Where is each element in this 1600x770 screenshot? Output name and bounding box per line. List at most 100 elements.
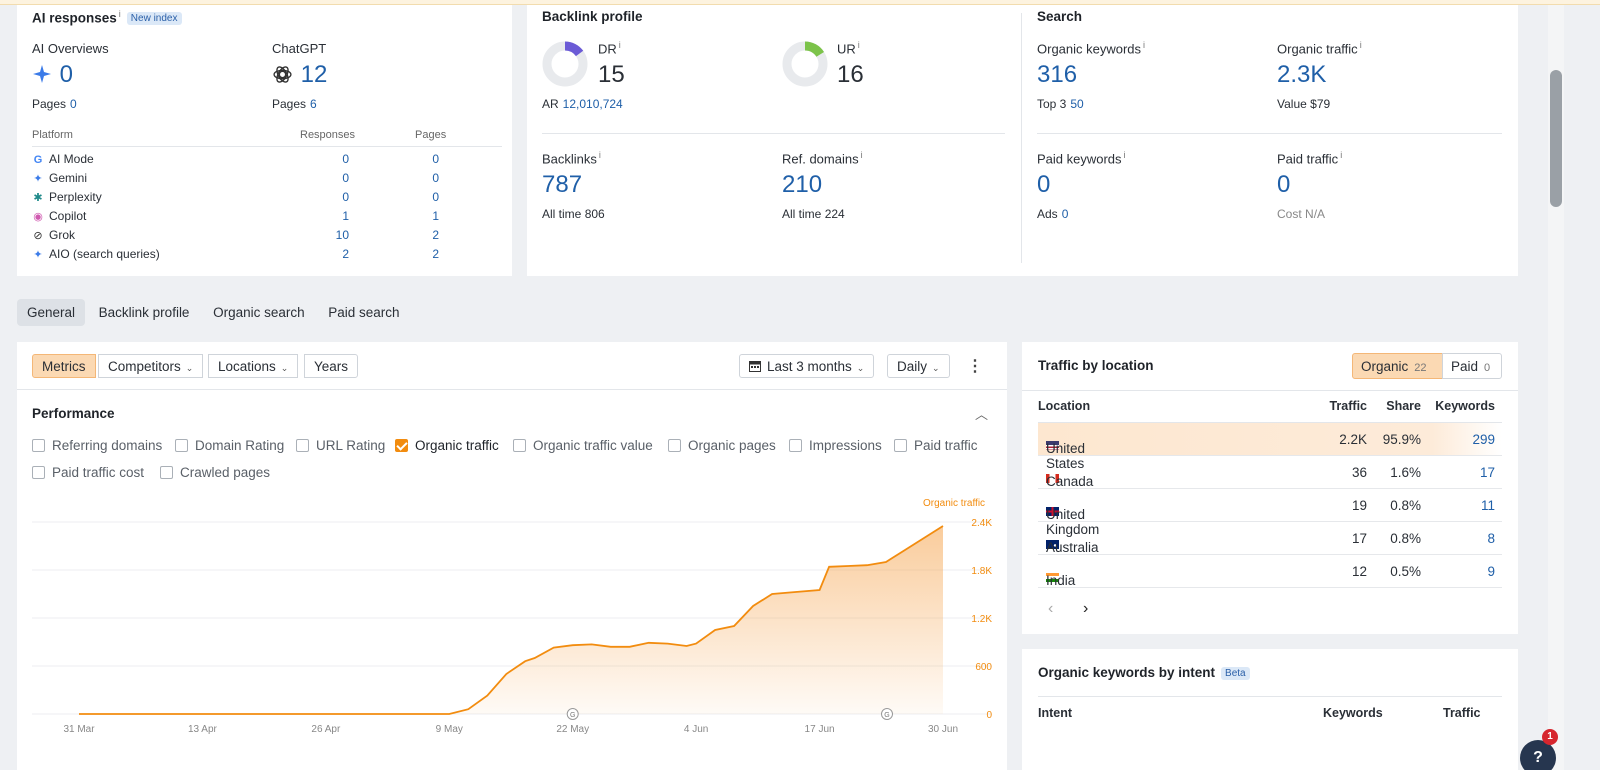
info-icon[interactable]: i <box>1123 150 1126 160</box>
checkbox-referring-domains[interactable]: Referring domains <box>32 438 162 453</box>
info-icon[interactable]: i <box>118 9 121 19</box>
report-tabs: General Backlink profile Organic search … <box>17 299 410 327</box>
tab-general[interactable]: General <box>17 299 86 326</box>
platform-responses[interactable]: 0 <box>342 152 349 166</box>
chatgpt-value[interactable]: 12 <box>300 61 328 88</box>
location-keywords[interactable]: 17 <box>1479 465 1495 480</box>
platform-pages[interactable]: 0 <box>432 190 439 204</box>
platform-responses[interactable]: 0 <box>342 190 349 204</box>
google-update-marker-label: G <box>570 712 575 719</box>
copilot-icon: ◉ <box>33 211 43 223</box>
checkbox-crawled-pages[interactable]: Crawled pages <box>160 465 270 480</box>
location-row[interactable]: Australia 17 0.8% 8 <box>1038 522 1502 555</box>
location-row[interactable]: Canada 36 1.6% 17 <box>1038 456 1502 489</box>
y-tick-label: 0 <box>986 710 992 721</box>
competitors-dropdown[interactable]: Competitors ⌄ <box>98 354 204 378</box>
sparkle-icon: ✦ <box>33 249 43 261</box>
chatgpt-pages-value[interactable]: 6 <box>310 97 317 111</box>
ca-flag <box>1046 474 1059 483</box>
ur-value: 16 <box>837 61 864 88</box>
collapse-chevron-icon[interactable]: ︿ <box>975 407 989 422</box>
platform-responses[interactable]: 10 <box>335 228 349 242</box>
paid-toggle[interactable]: Paid 0 <box>1442 353 1502 379</box>
calendar-icon <box>749 361 761 372</box>
platform-pages[interactable]: 0 <box>432 171 439 185</box>
checkbox-box <box>160 466 173 479</box>
google-icon: G <box>33 154 43 166</box>
location-keywords[interactable]: 11 <box>1480 498 1495 513</box>
checkbox-organic-pages[interactable]: Organic pages <box>668 438 776 453</box>
checkbox-organic-traffic[interactable]: Organic traffic <box>395 438 499 453</box>
platform-responses[interactable]: 0 <box>342 171 349 185</box>
ref-domains-value[interactable]: 210 <box>782 171 823 198</box>
platform-pages[interactable]: 1 <box>432 209 439 223</box>
location-share: 95.9% <box>1382 432 1421 447</box>
top3-value[interactable]: 50 <box>1070 97 1084 111</box>
organic-toggle[interactable]: Organic 22 <box>1352 353 1443 379</box>
tab-organic-search[interactable]: Organic search <box>213 305 305 320</box>
location-keywords[interactable]: 299 <box>1472 432 1495 447</box>
checkbox-url-rating[interactable]: URL Rating <box>296 438 385 453</box>
scrollbar-thumb[interactable] <box>1550 70 1562 207</box>
info-icon[interactable]: i <box>1359 40 1362 50</box>
x-tick-label: 4 Jun <box>684 724 708 735</box>
ur-arc <box>782 41 828 87</box>
more-options-icon[interactable]: ⋮ <box>967 358 983 375</box>
backlinks-value[interactable]: 787 <box>542 171 583 198</box>
checkbox-domain-rating[interactable]: Domain Rating <box>175 438 284 453</box>
ar-value[interactable]: 12,010,724 <box>562 97 623 111</box>
checkbox-organic-traffic-value[interactable]: Organic traffic value <box>513 438 653 453</box>
checkbox-box <box>789 439 802 452</box>
metrics-button[interactable]: Metrics <box>32 354 96 378</box>
location-keywords[interactable]: 8 <box>1487 531 1495 546</box>
info-icon[interactable]: i <box>1340 150 1343 160</box>
paid-keywords-value[interactable]: 0 <box>1037 171 1051 198</box>
info-icon[interactable]: i <box>857 40 860 50</box>
ai-overviews-pages-value[interactable]: 0 <box>70 97 77 111</box>
info-icon[interactable]: i <box>1143 40 1146 50</box>
checkbox-impressions[interactable]: Impressions <box>789 438 882 453</box>
platform-pages[interactable]: 0 <box>432 152 439 166</box>
checkbox-paid-traffic-cost[interactable]: Paid traffic cost <box>32 465 144 480</box>
info-icon[interactable]: i <box>618 40 621 50</box>
interval-dropdown[interactable]: Daily ⌄ <box>887 354 950 378</box>
platform-name: Copilot <box>49 209 87 223</box>
organic-keywords-value[interactable]: 316 <box>1037 61 1078 88</box>
tab-backlink-profile[interactable]: Backlink profile <box>98 305 190 320</box>
intent-header: Intent <box>1038 706 1073 720</box>
organic-traffic-value[interactable]: 2.3K <box>1277 61 1327 88</box>
chatgpt-metric[interactable]: 12 <box>272 61 327 89</box>
info-icon[interactable]: i <box>860 150 863 160</box>
locations-dropdown[interactable]: Locations ⌄ <box>208 354 299 378</box>
paid-traffic-value[interactable]: 0 <box>1277 171 1291 198</box>
ai-overviews-value[interactable]: 0 <box>59 61 73 88</box>
years-button[interactable]: Years <box>304 354 359 378</box>
location-row[interactable]: India 12 0.5% 9 <box>1038 555 1502 588</box>
next-page-icon[interactable]: › <box>1083 600 1089 617</box>
ads-value[interactable]: 0 <box>1061 207 1069 221</box>
perplexity-icon: ✱ <box>33 192 43 204</box>
intent-keywords-header: Keywords <box>1323 706 1383 720</box>
ai-overviews-metric[interactable]: 0 <box>32 61 73 89</box>
platform-responses[interactable]: 2 <box>342 247 349 261</box>
platform-pages[interactable]: 2 <box>432 247 439 261</box>
organic-traffic-line <box>79 525 944 715</box>
platform-row: ⊘ Grok 10 2 <box>32 228 502 247</box>
platform-pages[interactable]: 2 <box>432 228 439 242</box>
dr-arc <box>542 41 588 87</box>
date-range-dropdown[interactable]: Last 3 months ⌄ <box>739 354 875 378</box>
prev-page-icon[interactable]: ‹ <box>1048 600 1054 617</box>
help-button[interactable]: ? <box>1520 740 1556 770</box>
location-row[interactable]: United Kingdom 19 0.8% 11 <box>1038 489 1502 537</box>
gemini-icon: ✦ <box>33 173 43 185</box>
checkbox-box <box>32 466 45 479</box>
beta-badge: Beta <box>1221 667 1250 681</box>
section-divider <box>1021 13 1022 263</box>
ai-responses-title: AI responses i New index <box>32 9 182 26</box>
checkbox-paid-traffic[interactable]: Paid traffic <box>894 438 978 453</box>
tab-paid-search[interactable]: Paid search <box>328 305 400 320</box>
info-icon[interactable]: i <box>598 150 601 160</box>
location-row[interactable]: United States 2.2K 95.9% 299 <box>1038 423 1502 471</box>
platform-responses[interactable]: 1 <box>342 209 349 223</box>
location-keywords[interactable]: 9 <box>1487 564 1495 579</box>
